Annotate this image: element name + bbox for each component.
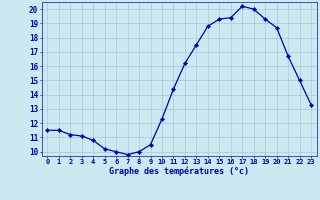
X-axis label: Graphe des températures (°c): Graphe des températures (°c) [109, 167, 249, 176]
